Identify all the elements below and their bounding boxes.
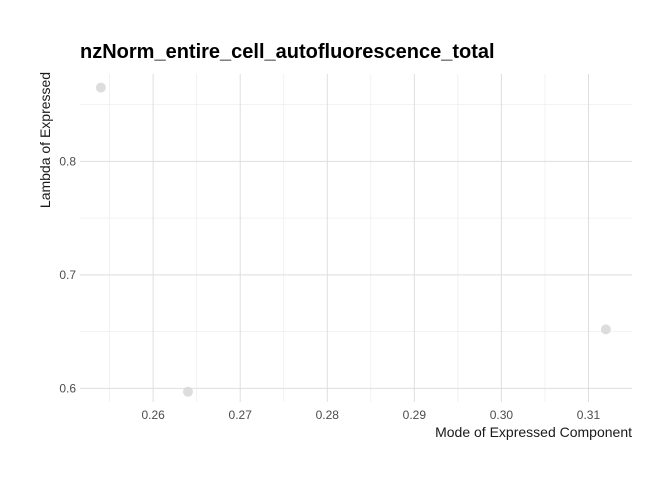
x-tick-label: 0.31 [577, 408, 601, 422]
minor-gridlines [80, 74, 632, 402]
x-tick-label: 0.28 [316, 408, 340, 422]
y-tick-label: 0.7 [59, 268, 76, 282]
major-gridlines [80, 74, 632, 402]
y-axis-title: Lambda of Expressed [37, 72, 53, 208]
x-axis-tick-labels: 0.26 0.27 0.28 0.29 0.30 0.31 [141, 408, 600, 422]
x-axis-title: Mode of Expressed Component [435, 424, 632, 440]
x-tick-label: 0.26 [141, 408, 165, 422]
chart-title: nzNorm_entire_cell_autofluorescence_tota… [80, 41, 495, 63]
data-points [95, 82, 611, 397]
x-tick-label: 0.27 [229, 408, 253, 422]
x-tick-label: 0.29 [403, 408, 427, 422]
y-tick-label: 0.8 [59, 154, 76, 168]
data-point [95, 82, 106, 93]
data-point [182, 386, 193, 397]
y-tick-label: 0.6 [59, 381, 76, 395]
data-point [600, 324, 611, 335]
x-tick-label: 0.30 [490, 408, 514, 422]
y-axis-tick-labels: 0.6 0.7 0.8 [59, 154, 76, 395]
